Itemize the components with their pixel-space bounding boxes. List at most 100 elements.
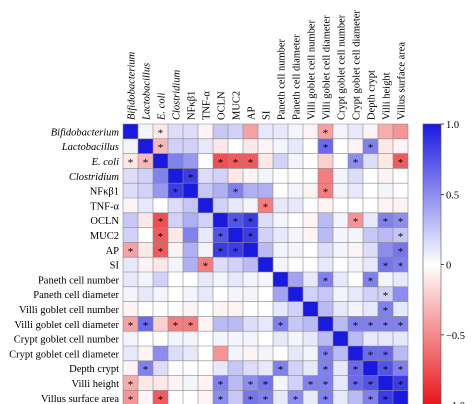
heatmap-cell bbox=[333, 124, 348, 139]
heatmap-cell bbox=[243, 375, 258, 391]
column-label: MUC2 bbox=[232, 91, 243, 120]
heatmap-cell bbox=[153, 227, 168, 243]
heatmap-cell bbox=[183, 301, 198, 317]
heatmap-cell bbox=[273, 168, 288, 184]
row-label: AP bbox=[106, 246, 120, 257]
heatmap-cell bbox=[123, 153, 138, 169]
significance-star: * bbox=[353, 379, 359, 391]
heatmap-cell bbox=[213, 168, 228, 184]
heatmap-cell bbox=[303, 124, 318, 139]
heatmap-cell bbox=[273, 212, 288, 228]
significance-star: * bbox=[263, 394, 269, 404]
significance-star: * bbox=[368, 394, 374, 404]
heatmap-cell bbox=[393, 124, 408, 139]
significance-star: * bbox=[323, 379, 329, 391]
row-label: Bifidobacterium bbox=[51, 127, 120, 138]
heatmap-cell bbox=[303, 242, 318, 258]
colorbar-bar bbox=[422, 123, 442, 404]
heatmap-cell bbox=[318, 316, 333, 332]
heatmap-cell bbox=[348, 242, 363, 258]
heatmap-cell bbox=[333, 301, 348, 317]
heatmap-cell bbox=[378, 331, 393, 346]
heatmap-grid bbox=[122, 123, 409, 404]
significance-star: * bbox=[143, 157, 149, 169]
heatmap-cell bbox=[288, 183, 303, 198]
significance-star: * bbox=[293, 394, 299, 404]
heatmap-cell bbox=[378, 242, 393, 258]
significance-star: * bbox=[158, 127, 164, 139]
heatmap-cell bbox=[288, 227, 303, 243]
significance-star: * bbox=[278, 364, 284, 376]
significance-star: * bbox=[383, 261, 389, 273]
heatmap-cell bbox=[348, 331, 363, 346]
heatmap-cell bbox=[183, 124, 198, 139]
heatmap-cell bbox=[258, 212, 273, 228]
significance-star: * bbox=[173, 320, 179, 332]
significance-star: * bbox=[218, 394, 224, 404]
significance-star: * bbox=[188, 320, 194, 332]
heatmap-cell bbox=[258, 360, 273, 376]
heatmap-cell bbox=[183, 346, 198, 361]
heatmap-cell bbox=[288, 212, 303, 228]
heatmap-cell bbox=[153, 390, 168, 404]
heatmap-cell bbox=[273, 183, 288, 198]
heatmap-cell bbox=[378, 124, 393, 139]
significance-star: * bbox=[368, 379, 374, 391]
heatmap-cell bbox=[318, 138, 333, 154]
heatmap-cell bbox=[378, 153, 393, 169]
significance-star: * bbox=[398, 364, 404, 376]
heatmap-cell bbox=[213, 331, 228, 346]
heatmap-cell bbox=[303, 212, 318, 228]
heatmap-cell bbox=[348, 153, 363, 169]
heatmap-cell bbox=[198, 360, 213, 376]
heatmap-cell bbox=[243, 212, 258, 228]
heatmap-cell bbox=[243, 272, 258, 287]
significance-star: * bbox=[398, 216, 404, 228]
heatmap-cell bbox=[318, 153, 333, 169]
significance-star: * bbox=[323, 275, 329, 287]
heatmap-cell bbox=[363, 153, 378, 169]
heatmap-cell bbox=[213, 198, 228, 213]
heatmap-cell bbox=[138, 360, 153, 376]
heatmap-cell bbox=[213, 272, 228, 287]
heatmap-cell bbox=[318, 301, 333, 317]
heatmap-cell bbox=[168, 227, 183, 243]
heatmap-cell bbox=[198, 301, 213, 317]
heatmap-cell bbox=[258, 257, 273, 272]
heatmap-cell bbox=[123, 272, 138, 287]
heatmap-cell bbox=[198, 257, 213, 272]
heatmap-cell bbox=[393, 286, 408, 302]
heatmap-cell bbox=[123, 390, 138, 404]
heatmap-cell bbox=[138, 257, 153, 272]
significance-star: * bbox=[383, 320, 389, 332]
heatmap-cell bbox=[213, 375, 228, 391]
heatmap-cell bbox=[213, 212, 228, 228]
heatmap-cell bbox=[333, 316, 348, 332]
heatmap-cell bbox=[168, 286, 183, 302]
heatmap-cell bbox=[258, 227, 273, 243]
heatmap-cell bbox=[168, 360, 183, 376]
heatmap-cell bbox=[138, 316, 153, 332]
colorbar-tick-label: 1.0 bbox=[446, 120, 459, 131]
significance-star: * bbox=[323, 142, 329, 154]
heatmap-cell bbox=[333, 375, 348, 391]
heatmap-cell bbox=[258, 153, 273, 169]
heatmap-cell bbox=[228, 360, 243, 376]
heatmap-cell bbox=[348, 390, 363, 404]
heatmap-cell bbox=[288, 153, 303, 169]
heatmap-cell bbox=[258, 168, 273, 184]
heatmap-cell bbox=[303, 346, 318, 361]
column-label: Villi goblet cell diameter bbox=[322, 15, 333, 120]
heatmap-cell bbox=[333, 138, 348, 154]
heatmap-cell bbox=[198, 168, 213, 184]
heatmap-cell bbox=[258, 316, 273, 332]
colorbar-ticks: 1.0 0.5 0 −0.5 −1.0 bbox=[441, 120, 465, 404]
heatmap-cell bbox=[363, 360, 378, 376]
heatmap-cell bbox=[228, 346, 243, 361]
heatmap-cell bbox=[138, 242, 153, 258]
heatmap-cell bbox=[123, 375, 138, 391]
column-label: Paneth cell number bbox=[277, 38, 288, 120]
heatmap-cell bbox=[123, 183, 138, 198]
heatmap-cell bbox=[183, 257, 198, 272]
heatmap-cell bbox=[273, 301, 288, 317]
